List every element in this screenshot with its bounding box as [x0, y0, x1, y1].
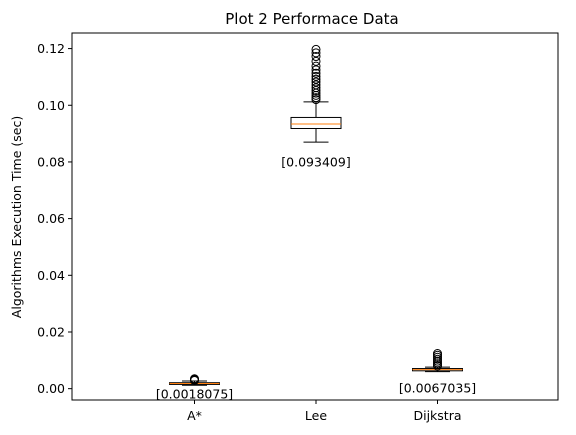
- outlier-point: [311, 71, 321, 81]
- y-tick-label: 0.02: [37, 324, 65, 339]
- y-axis-label: Algorithms Execution Time (sec): [9, 116, 24, 318]
- box: [290, 116, 342, 130]
- outlier-point: [311, 68, 321, 78]
- outlier-point: [311, 80, 321, 90]
- outlier-point: [311, 74, 321, 84]
- outlier-point: [190, 374, 199, 384]
- outlier-point: [311, 65, 321, 75]
- x-tick-label: A*: [187, 408, 202, 423]
- outlier-point: [311, 86, 321, 96]
- plot-area: 0.00 0.02 0.04 0.06 0.08 0.10 0.12 A* Lee Dijkstr…: [37, 32, 559, 423]
- y-tick-label: 0.10: [37, 98, 65, 113]
- y-tick-label: 0.00: [37, 381, 65, 396]
- plot-frame: [71, 32, 559, 401]
- outlier-point: [311, 56, 321, 66]
- y-tick-label: 0.06: [37, 211, 65, 226]
- y-tick-label: 0.08: [37, 154, 65, 169]
- y-tick-label: 0.12: [37, 41, 65, 56]
- median-annotation: [0.0067035]: [399, 381, 476, 396]
- x-tick-label: Lee: [305, 408, 327, 423]
- outlier-point: [311, 93, 321, 103]
- chart-title: Plot 2 Performace Data: [225, 10, 398, 28]
- outlier-point: [311, 77, 321, 87]
- median-annotation: [0.093409]: [281, 154, 350, 169]
- y-tick-label: 0.04: [37, 268, 65, 283]
- outlier-point: [311, 44, 321, 54]
- outlier-point: [311, 48, 321, 58]
- outlier-point: [311, 52, 321, 62]
- outlier-point: [311, 83, 321, 93]
- outlier-point: [433, 349, 442, 359]
- outlier-point: [311, 61, 321, 71]
- x-tick-label: Dijkstra: [413, 408, 461, 423]
- median-annotation: [0.0018075]: [156, 386, 233, 401]
